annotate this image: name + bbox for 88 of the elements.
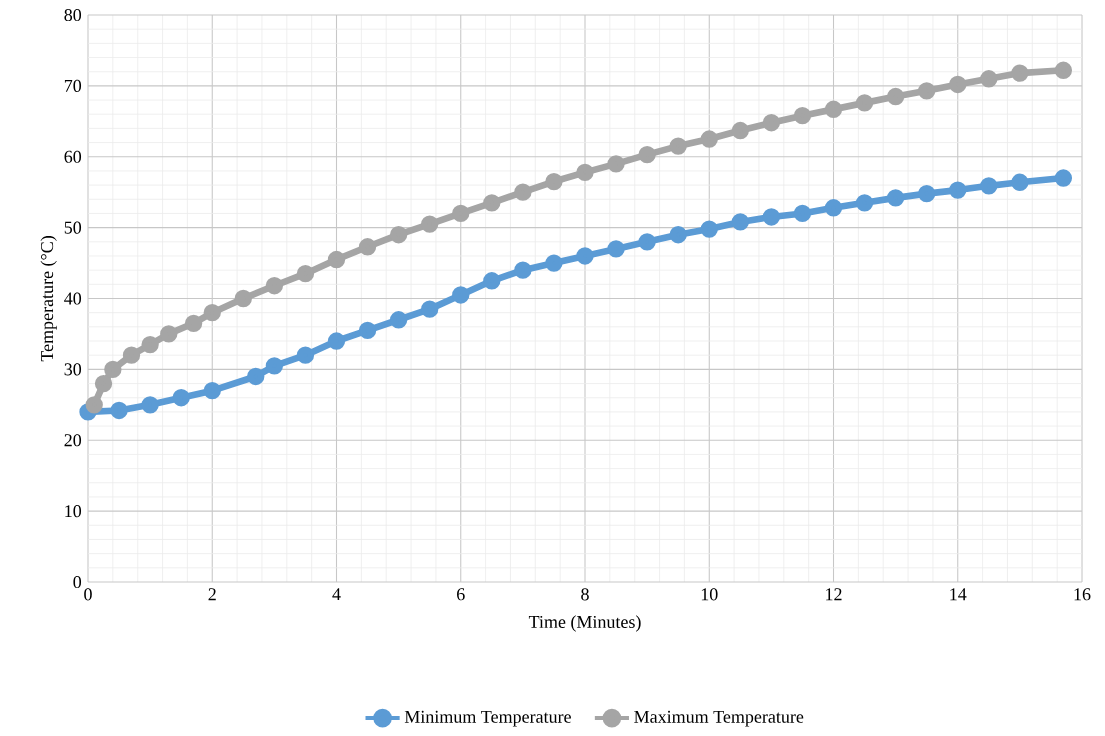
point	[265, 357, 284, 375]
point	[265, 277, 284, 295]
point	[762, 114, 781, 132]
x-tick-label: 12	[826, 588, 842, 601]
point	[160, 325, 178, 343]
point	[576, 163, 594, 182]
point	[514, 261, 532, 279]
point	[669, 137, 687, 155]
y-tick-label: 50	[64, 221, 82, 234]
point	[607, 155, 625, 173]
point	[607, 240, 625, 258]
x-tick-label: 8	[581, 588, 589, 601]
point	[184, 314, 203, 332]
point	[918, 82, 936, 100]
point	[545, 172, 563, 191]
y-axis-title: Temperature (°C)	[40, 236, 57, 362]
point	[1011, 173, 1029, 191]
point	[110, 401, 128, 420]
point	[389, 226, 408, 244]
point	[358, 321, 377, 340]
x-tick-label: 10	[701, 588, 718, 601]
point	[327, 332, 346, 350]
y-tick-label: 60	[64, 150, 82, 163]
point	[980, 177, 998, 195]
point	[918, 184, 936, 203]
point	[855, 194, 874, 212]
point	[483, 272, 501, 290]
y-tick-label: 0	[73, 575, 82, 589]
x-tick-label: 14	[950, 588, 967, 601]
point	[731, 121, 749, 140]
point	[122, 346, 141, 364]
point	[886, 189, 905, 207]
y-tick-label: 20	[64, 434, 82, 447]
y-tick-label: 10	[65, 505, 82, 518]
legend-label: Maximum Temperature	[634, 710, 804, 727]
y-tick-label: 30	[64, 363, 82, 376]
point	[296, 265, 315, 283]
point	[421, 300, 439, 318]
point	[700, 130, 718, 148]
point	[483, 194, 501, 212]
x-tick-label: 2	[208, 588, 216, 601]
x-tick-label: 6	[457, 588, 465, 601]
point	[638, 233, 656, 251]
point	[452, 204, 470, 223]
point	[296, 346, 315, 364]
point	[545, 254, 563, 272]
point	[247, 367, 265, 386]
point	[949, 75, 967, 94]
point	[85, 396, 103, 414]
point	[203, 304, 221, 322]
point	[1054, 61, 1073, 79]
y-tick-label: 70	[64, 79, 82, 92]
point	[700, 220, 718, 238]
point	[638, 145, 656, 164]
legend-label: Minimum Temperature	[404, 710, 571, 727]
point	[949, 181, 967, 199]
point	[358, 238, 377, 256]
x-tick-label: 4	[332, 588, 341, 601]
point	[793, 106, 812, 125]
point	[824, 199, 843, 217]
point	[824, 100, 843, 118]
point	[762, 208, 781, 226]
point	[669, 226, 687, 244]
point	[886, 87, 905, 106]
point	[389, 311, 408, 329]
point	[421, 215, 439, 233]
x-tick-label: 0	[84, 588, 92, 601]
point	[94, 374, 113, 393]
x-tick-label: 16	[1074, 588, 1091, 601]
point	[1011, 64, 1029, 82]
point	[980, 70, 998, 88]
point	[576, 247, 594, 265]
point	[793, 204, 812, 223]
point	[203, 381, 221, 400]
point	[104, 360, 122, 379]
x-axis-title: Time (Minutes)	[528, 615, 641, 632]
point	[731, 213, 749, 231]
y-tick-label: 80	[64, 8, 82, 22]
point	[141, 335, 159, 354]
point	[514, 183, 532, 201]
point	[141, 396, 159, 414]
y-tick-label: 40	[64, 292, 82, 305]
point	[1054, 169, 1073, 187]
point	[855, 94, 874, 112]
point	[172, 389, 190, 407]
point	[452, 286, 470, 304]
point	[327, 250, 346, 269]
point	[234, 289, 252, 308]
